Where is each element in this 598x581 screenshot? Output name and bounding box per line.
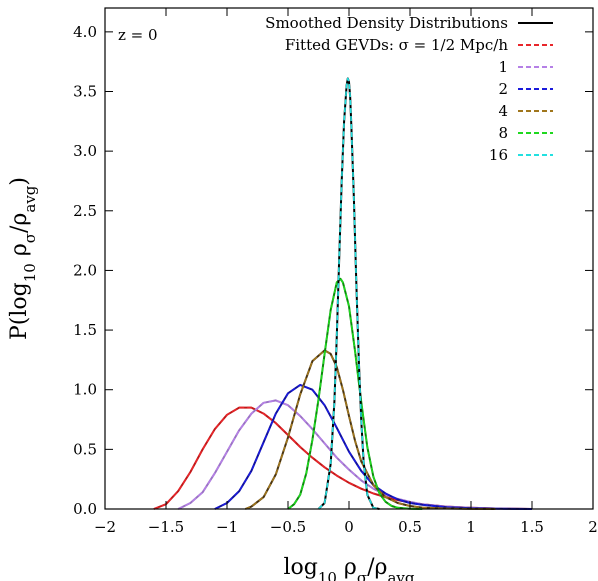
x-tick-label: 0 [344,518,354,536]
legend-label: Smoothed Density Distributions [265,14,508,32]
y-tick-label: 2.5 [73,202,97,220]
y-tick-label: 0.5 [73,440,97,458]
x-tick-label: −1.5 [148,518,184,536]
curves-layer [153,77,533,510]
x-tick-label: −2 [94,518,116,536]
y-tick-label: 0.0 [73,500,97,518]
legend-label: 16 [489,146,508,164]
ticks-layer: −2 −1.5 −1 −0.5 0 0.5 1 1.5 2 0.0 0.5 1.0 1.5 2.0 2.5 3… [73,8,598,536]
gevd-fit-line-1 [177,399,533,510]
x-axis-title: log10 ρσ/ρavg [283,555,414,581]
y-tick-label: 4.0 [73,23,97,41]
redshift-annotation: z = 0 [118,26,158,44]
legend-label: Fitted GEVDs: σ = 1/2 Mpc/h [285,36,508,54]
x-tick-label: −0.5 [270,518,306,536]
y-tick-label: 2.0 [73,261,97,279]
gevd-fit-line-5 [317,77,380,510]
gevd-fit-line-2 [214,384,533,510]
legend-label: 8 [498,124,508,142]
x-tick-label: 0.5 [398,518,422,536]
x-tick-label: −1 [216,518,238,536]
y-tick-label: 3.5 [73,83,97,101]
y-axis-title: P(log10 ρσ/ρavg) [7,177,39,340]
x-tick-label: 1.5 [520,518,544,536]
gevd-fit-line-4 [287,277,423,510]
y-tick-label: 3.0 [73,142,97,160]
x-tick-label: 2 [588,518,598,536]
legend-label: 2 [498,80,508,98]
y-tick-label: 1.0 [73,381,97,399]
x-tick-label: 1 [466,518,476,536]
legend-label: 4 [498,102,508,120]
legend: Smoothed Density Distributions Fitted GEV… [265,14,553,164]
legend-label: 1 [498,58,508,76]
gevd-fit-line-3 [245,349,496,510]
y-tick-label: 1.5 [73,321,97,339]
